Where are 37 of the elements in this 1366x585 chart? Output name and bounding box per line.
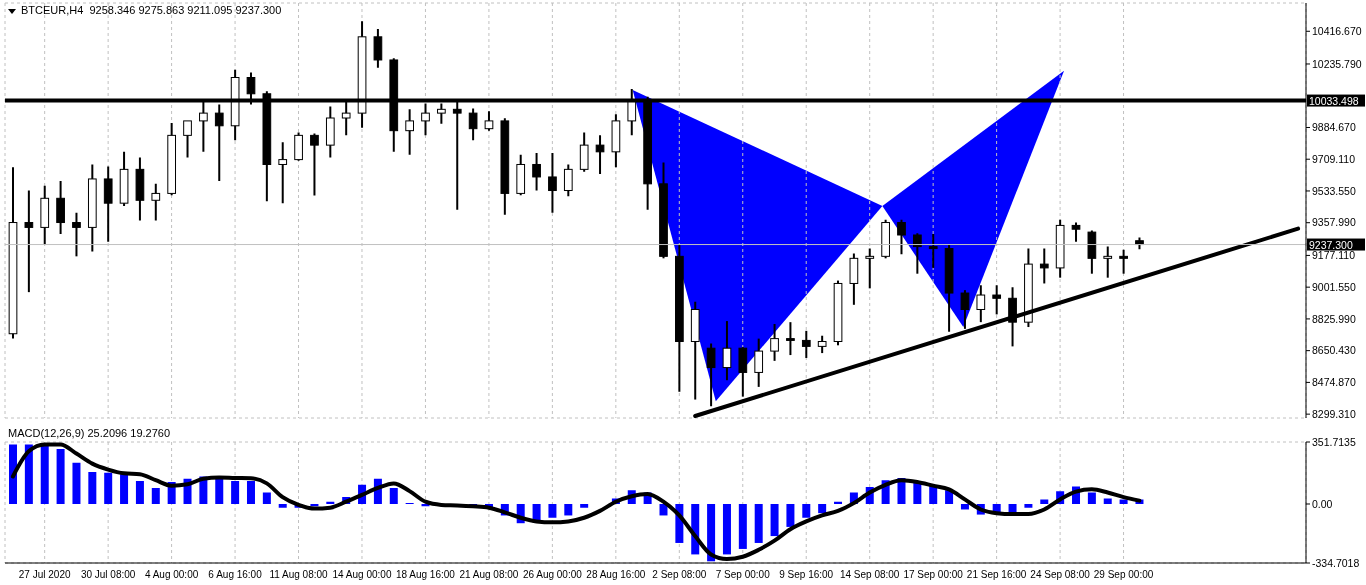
- ref-line-label: 10033.498: [1309, 94, 1359, 107]
- x-tick-label: 7 Sep 00:00: [715, 569, 771, 581]
- x-tick-label: 27 Jul 2020: [18, 569, 71, 581]
- y-tick-label: 351.7135: [1312, 435, 1356, 448]
- x-tick-label: 9 Sep 16:00: [779, 569, 834, 581]
- x-tick-label: 18 Aug 16:00: [395, 569, 456, 581]
- y-tick-label: 9884.670: [1312, 121, 1356, 134]
- chart-title: BTCEUR,H4 9258.346 9275.863 9211.095 9237.300: [21, 4, 282, 16]
- x-tick-label: 11 Aug 08:00: [269, 569, 329, 581]
- ref-line-label: 9237.300: [1309, 238, 1353, 251]
- x-tick-label: 24 Sep 08:00: [1030, 569, 1091, 581]
- x-tick-label: 2 Sep 08:00: [652, 569, 707, 581]
- y-tick-label: 0.00: [1312, 497, 1333, 510]
- x-tick-label: 28 Aug 16:00: [586, 569, 646, 581]
- x-tick-label: 21 Aug 08:00: [459, 569, 519, 581]
- x-tick-label: 21 Sep 16:00: [966, 569, 1027, 581]
- y-tick-label: 8474.870: [1312, 376, 1356, 389]
- x-tick-label: 14 Aug 00:00: [332, 569, 392, 581]
- x-tick-label: 4 Aug 00:00: [144, 569, 199, 581]
- x-tick-label: 29 Sep 00:00: [1093, 569, 1154, 581]
- chart-title: MACD(12,26,9) 25.2096 19.2760: [8, 427, 171, 439]
- y-tick-label: 8825.990: [1312, 312, 1356, 325]
- y-tick-label: 9533.550: [1312, 184, 1356, 197]
- x-tick-label: 26 Aug 00:00: [522, 569, 583, 581]
- y-tick-label: 8299.310: [1312, 407, 1356, 420]
- y-tick-label: 9177.110: [1312, 249, 1356, 262]
- y-tick-label: 9709.110: [1312, 152, 1356, 165]
- y-tick-label: 10235.790: [1312, 57, 1362, 70]
- y-tick-label: 9357.990: [1312, 216, 1356, 229]
- y-tick-label: -334.7018: [1312, 556, 1360, 569]
- y-tick-label: 8650.430: [1312, 344, 1356, 357]
- x-tick-label: 6 Aug 16:00: [208, 569, 263, 581]
- y-tick-label: 10416.670: [1312, 25, 1362, 37]
- x-tick-label: 30 Jul 08:00: [80, 569, 136, 581]
- x-tick-label: 17 Sep 00:00: [903, 569, 964, 581]
- y-tick-label: 9001.550: [1312, 280, 1356, 293]
- x-tick-label: 14 Sep 08:00: [839, 569, 900, 581]
